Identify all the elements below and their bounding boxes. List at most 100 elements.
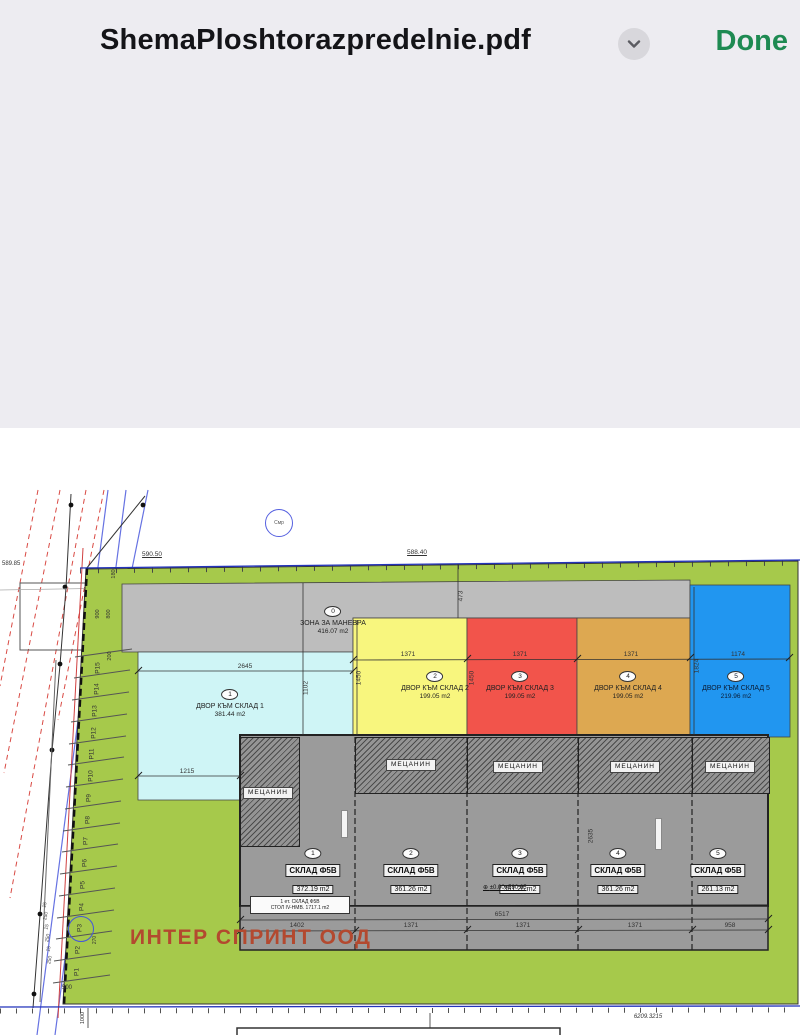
title-menu-button[interactable] xyxy=(618,28,650,60)
dim-bottom-offset: 1000 xyxy=(80,1011,86,1025)
cadastral-lines xyxy=(0,489,105,899)
floor-note-line1: 1 ет. СКЛАД Ф5В xyxy=(280,899,320,905)
property-boundary-west xyxy=(62,567,89,1006)
warehouse-number: 4 xyxy=(609,848,627,859)
dim-parking-depth: 270 xyxy=(92,935,98,945)
dim-tl-c: 800 xyxy=(106,609,112,619)
parking-stall-label: P6 xyxy=(81,859,89,867)
dim-building-3: 1371 xyxy=(515,922,531,929)
parking-outer-edge xyxy=(39,659,57,1003)
dim-yard2-width: 1371 xyxy=(400,651,416,658)
dim-building-2: 1371 xyxy=(403,922,419,929)
zone-area: 416.07 m2 xyxy=(317,628,349,635)
warehouse-name: СКЛАД Ф5В xyxy=(492,864,548,877)
mezzanine-label-4: МЕЦАНИН xyxy=(610,761,660,773)
company-name: ИНТЕР СПРИНТ ООД xyxy=(130,926,372,949)
stall-gap: 15 xyxy=(43,923,51,931)
zone-name: ДВОР КЪМ СКЛАД 5 xyxy=(702,685,770,692)
warehouse-name: СКЛАД Ф5В xyxy=(285,864,341,877)
zone-name: ДВОР КЪМ СКЛАД 3 xyxy=(486,685,554,692)
dimension-lines xyxy=(87,564,791,1028)
dim-maneuver-height: 473 xyxy=(457,590,465,602)
dim-cyan-width: 2645 xyxy=(237,663,253,670)
fence-ticks-south xyxy=(0,1007,800,1014)
warehouse-label-2: 2 СКЛАД Ф5В 361.26 m2 xyxy=(383,842,439,896)
mezzanine-label-2: МЕЦАНИН xyxy=(386,759,436,771)
mezzanine-label-3: МЕЦАНИН xyxy=(493,761,543,773)
warehouse-label-5: 5 СКЛАД Ф5В 261.13 m2 xyxy=(690,842,746,896)
sheet-reference: 6209.3215 xyxy=(633,1014,663,1020)
warehouse-number: 1 xyxy=(304,848,322,859)
street-red-line xyxy=(57,547,84,1019)
warehouse-name: СКЛАД Ф5В xyxy=(590,864,646,877)
parking-stall-label: P1 xyxy=(73,968,81,976)
zone-number: 3 xyxy=(511,671,529,682)
parking-stall-label: P12 xyxy=(90,727,98,739)
dim-yard2-height: 1450 xyxy=(355,670,363,686)
warehouse-name: СКЛАД Ф5В xyxy=(383,864,439,877)
parking-stall-dividers xyxy=(52,648,133,984)
zone-label-yard-1: 1 ДВОР КЪМ СКЛАД 1 381.44 m2 xyxy=(196,683,264,718)
zone-yard-2 xyxy=(352,617,468,738)
elevation-corner: 589.85 xyxy=(2,561,21,567)
bottom-sheet-frame xyxy=(236,1027,561,1035)
survey-marker-label: Смр xyxy=(274,520,284,526)
zone-area: 199.05 m2 xyxy=(419,693,451,700)
parking-stall-label: P11 xyxy=(88,748,96,760)
done-button[interactable]: Done xyxy=(715,25,789,57)
parking-stall-label: P8 xyxy=(84,816,92,824)
parking-highlight-circle xyxy=(68,916,94,942)
zone-name: ДВОР КЪМ СКЛАД 4 xyxy=(594,685,662,692)
elevation-left: 590.50 xyxy=(142,551,162,558)
viewer-toolbar: ShemaPloshtorazpredelnie.pdf Done xyxy=(0,0,800,86)
parking-stall-label: P5 xyxy=(79,881,87,889)
warehouse-area: 361.26 m2 xyxy=(597,885,639,894)
warehouse-area: 361.26 m2 xyxy=(499,885,541,894)
pdf-scroll-area[interactable]: 589.85 590.50 588.40 Смр 0 ЗОНА ЗА МАНЕВ… xyxy=(0,428,800,1035)
dim-yard4-width: 1371 xyxy=(623,651,639,658)
dim-tl-d: 200 xyxy=(107,651,113,661)
zone-label-yard-2: 2 ДВОР КЪМ СКЛАД 2 199.05 m2 xyxy=(401,665,469,700)
joint-label-strip xyxy=(341,810,348,838)
parking-stall-label: P15 xyxy=(94,662,102,674)
zone-area: 199.05 m2 xyxy=(612,693,644,700)
level-mark-value: ±0.00=590.65 xyxy=(489,885,527,891)
parking-stall-label: P4 xyxy=(78,903,86,911)
zone-number: 0 xyxy=(324,606,342,617)
dim-tl-a: 180 xyxy=(111,569,117,579)
dim-yard3-width: 1371 xyxy=(512,651,528,658)
warehouse-name: СКЛАД Ф5В xyxy=(690,864,746,877)
dim-cyan-ext: 1215 xyxy=(179,768,195,775)
stall-gap: 15 xyxy=(41,901,49,909)
warehouse-area: 372.19 m2 xyxy=(292,885,334,894)
parking-stall-label: P7 xyxy=(82,837,90,845)
parking-stall-label: P13 xyxy=(91,705,99,717)
dim-cyan-height: 1102 xyxy=(302,681,310,695)
parking-stall-label: P9 xyxy=(85,794,93,802)
zone-name: ДВОР КЪМ СКЛАД 2 xyxy=(401,685,469,692)
parking-stall-label: P14 xyxy=(93,683,101,695)
dim-building-5: 958 xyxy=(724,922,736,929)
zone-yard-5 xyxy=(689,584,791,738)
level-mark: ⊕ ±0.00=590.65 xyxy=(483,885,527,891)
zone-area: 199.05 m2 xyxy=(504,693,536,700)
mezzanine-label-5: МЕЦАНИН xyxy=(705,761,755,773)
zone-number: 5 xyxy=(727,671,745,682)
warehouse-number: 3 xyxy=(511,848,529,859)
survey-marker: Смр xyxy=(265,509,293,537)
elevation-top: 588.40 xyxy=(407,549,427,556)
warehouse-label-1: 1 СКЛАД Ф5В 372.19 m2 xyxy=(285,842,341,896)
mezzanine-hatch-5 xyxy=(692,737,770,794)
fence-ticks-north xyxy=(79,560,800,574)
zone-area: 219.96 m2 xyxy=(720,693,752,700)
survey-traverse xyxy=(32,493,146,1009)
document-title: ShemaPloshtorazpredelnie.pdf xyxy=(100,24,532,56)
zone-label-yard-3: 3 ДВОР КЪМ СКЛАД 3 199.05 m2 xyxy=(486,665,554,700)
dim-building-1: 1402 xyxy=(289,922,305,929)
zone-name: ДВОР КЪМ СКЛАД 1 xyxy=(196,703,264,710)
dim-tl-b: 900 xyxy=(95,609,101,619)
boundary-north xyxy=(79,559,800,569)
zone-name: ЗОНА ЗА МАНЕВРА xyxy=(300,620,366,627)
joint-label-strip xyxy=(655,818,662,850)
